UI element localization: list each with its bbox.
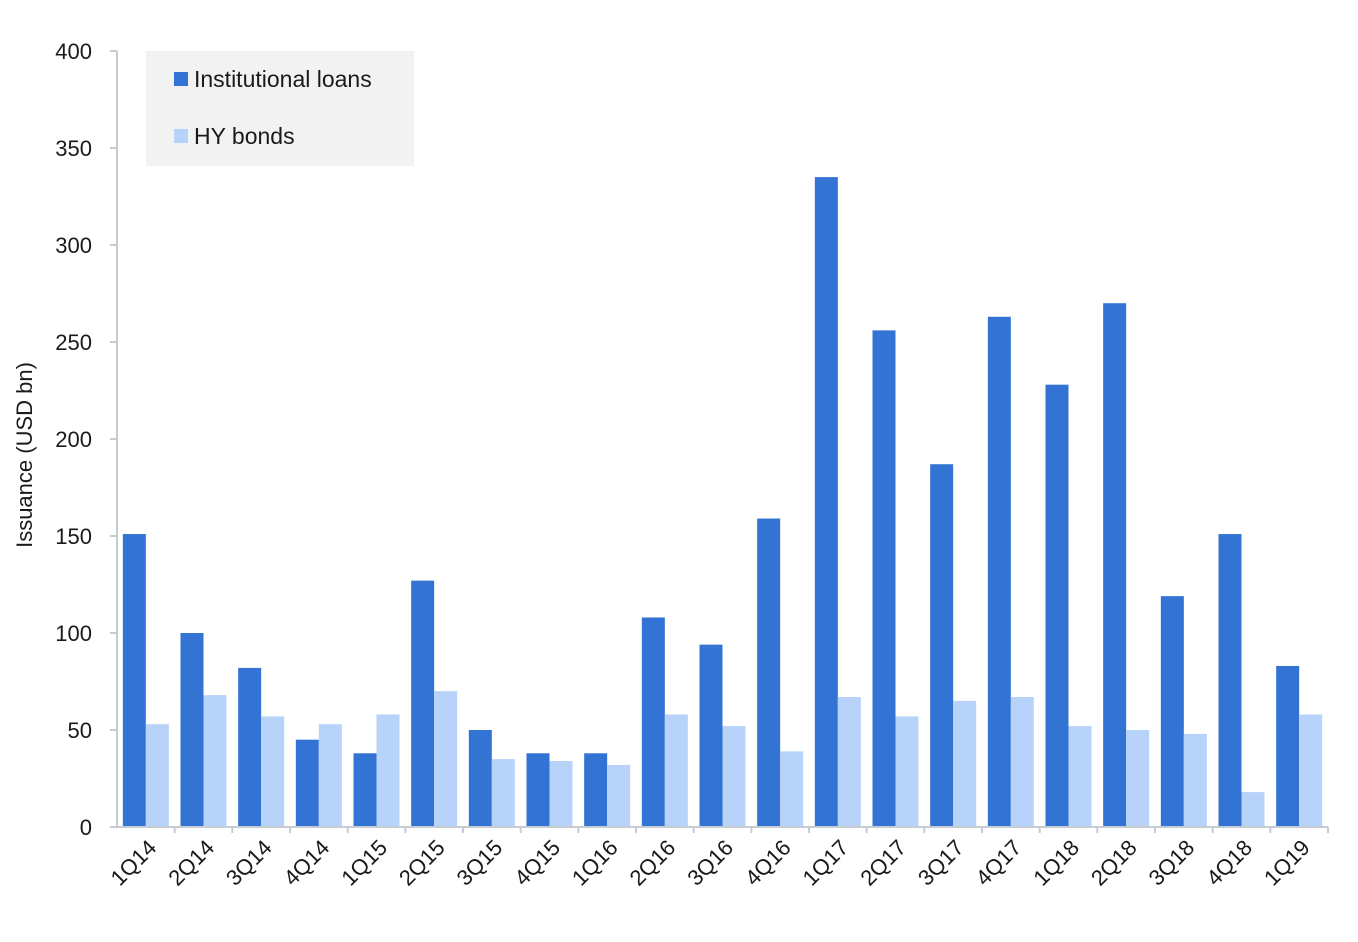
bar-hy-bonds <box>1183 733 1207 827</box>
bar-hy-bonds <box>1068 726 1092 827</box>
y-tick-label: 200 <box>55 427 92 452</box>
bar-institutional-loans <box>122 534 146 827</box>
legend-swatch-institutional-loans <box>174 72 188 86</box>
x-category-label: 3Q17 <box>913 835 969 891</box>
bar-hy-bonds <box>1126 730 1150 827</box>
bar-institutional-loans <box>757 518 781 827</box>
x-category-label: 4Q18 <box>1201 835 1257 891</box>
bar-institutional-loans <box>1276 665 1300 827</box>
y-tick-label: 350 <box>55 136 92 161</box>
x-category-label: 2Q14 <box>163 835 219 891</box>
y-tick-label: 150 <box>55 524 92 549</box>
legend: Institutional loans HY bonds <box>146 51 414 166</box>
x-category-label: 2Q16 <box>625 835 681 891</box>
x-category-label: 1Q18 <box>1028 835 1084 891</box>
bar-institutional-loans <box>1103 303 1127 827</box>
y-tick-label: 50 <box>68 718 92 743</box>
y-axis-title: Issuance (USD bn) <box>12 362 37 548</box>
bar-institutional-loans <box>526 753 550 827</box>
y-tick-label: 100 <box>55 621 92 646</box>
bar-institutional-loans <box>930 464 954 827</box>
x-category-label: 4Q14 <box>279 835 335 891</box>
y-axis-ticks: 0 50 100 150 200 250 300 350 400 <box>55 39 117 840</box>
bar-hy-bonds <box>953 700 977 827</box>
bar-hy-bonds <box>895 716 919 827</box>
bar-hy-bonds <box>722 726 746 827</box>
bar-institutional-loans <box>814 177 838 828</box>
bar-institutional-loans <box>353 753 377 827</box>
x-category-label: 2Q15 <box>394 835 450 891</box>
bar-hy-bonds <box>837 697 861 827</box>
bar-hy-bonds <box>664 714 688 827</box>
x-category-label: 3Q16 <box>682 835 738 891</box>
bar-institutional-loans <box>584 753 608 827</box>
bar-institutional-loans <box>295 739 319 827</box>
bar-institutional-loans <box>468 730 492 827</box>
x-category-label: 1Q16 <box>567 835 623 891</box>
bar-hy-bonds <box>607 764 631 827</box>
bar-institutional-loans <box>1160 596 1184 827</box>
legend-swatch-hy-bonds <box>174 129 188 143</box>
bar-hy-bonds <box>1241 792 1265 827</box>
bar-institutional-loans <box>699 644 723 827</box>
bar-hy-bonds <box>203 695 227 827</box>
bar-hy-bonds <box>780 751 804 827</box>
bar-institutional-loans <box>1218 534 1242 827</box>
bar-hy-bonds <box>261 716 285 827</box>
bar-hy-bonds <box>1010 697 1034 827</box>
bars-layer <box>122 177 1323 828</box>
x-category-label: 4Q16 <box>740 835 796 891</box>
bar-hy-bonds <box>549 761 573 827</box>
x-category-label: 3Q15 <box>452 835 508 891</box>
y-tick-label: 0 <box>80 815 92 840</box>
x-category-label: 2Q18 <box>1086 835 1142 891</box>
bar-hy-bonds <box>376 714 400 827</box>
x-category-label: 4Q17 <box>971 835 1027 891</box>
bar-hy-bonds <box>318 724 342 827</box>
bar-institutional-loans <box>872 330 896 827</box>
bar-hy-bonds <box>145 724 169 827</box>
legend-label-hy-bonds: HY bonds <box>194 123 295 149</box>
y-tick-label: 300 <box>55 233 92 258</box>
legend-label-institutional-loans: Institutional loans <box>194 66 372 92</box>
bar-hy-bonds <box>434 691 458 827</box>
bar-hy-bonds <box>1299 714 1323 827</box>
x-category-label: 1Q19 <box>1259 835 1315 891</box>
y-tick-label: 400 <box>55 39 92 64</box>
x-category-label: 1Q14 <box>106 835 162 891</box>
bar-institutional-loans <box>238 667 262 827</box>
x-category-label: 3Q18 <box>1144 835 1200 891</box>
bar-institutional-loans <box>641 617 665 827</box>
bar-institutional-loans <box>987 316 1011 827</box>
y-tick-label: 250 <box>55 330 92 355</box>
x-category-label: 2Q17 <box>855 835 911 891</box>
x-axis-labels: 1Q14 2Q14 3Q14 4Q14 1Q15 2Q15 3Q15 4Q15 1Q16 2Q16… <box>106 835 1315 891</box>
x-category-label: 3Q14 <box>221 835 277 891</box>
bar-institutional-loans <box>180 633 204 827</box>
bar-hy-bonds <box>491 759 515 827</box>
x-category-label: 1Q15 <box>336 835 392 891</box>
x-category-label: 1Q17 <box>798 835 854 891</box>
x-category-label: 4Q15 <box>509 835 565 891</box>
bar-institutional-loans <box>1045 384 1069 827</box>
legend-background <box>146 51 414 166</box>
bar-institutional-loans <box>411 580 435 827</box>
